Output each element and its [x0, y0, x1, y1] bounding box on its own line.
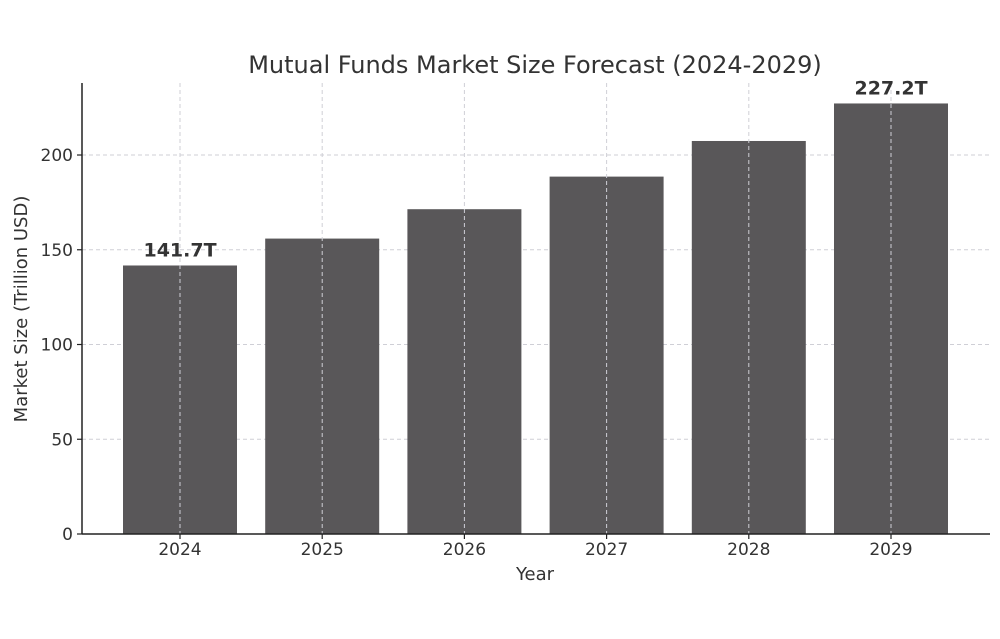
y-tick-label: 0: [62, 525, 73, 545]
x-tick-label: 2029: [869, 540, 912, 560]
x-tick-label: 2028: [727, 540, 770, 560]
y-tick-label: 200: [41, 146, 73, 166]
ticks: 0 50 100 150 200 2024 2025 2026 2027 2028 2029: [41, 146, 913, 560]
x-tick-label: 2026: [443, 540, 486, 560]
y-tick-label: 100: [41, 336, 73, 356]
y-tick-label: 150: [41, 241, 73, 261]
x-tick-label: 2024: [158, 540, 201, 560]
bars: [123, 103, 948, 534]
data-label-2024: 141.7T: [143, 239, 216, 261]
y-tick-label: 50: [51, 430, 73, 450]
chart-title: Mutual Funds Market Size Forecast (2024-…: [248, 51, 822, 79]
x-tick-label: 2025: [301, 540, 344, 560]
y-axis-label: Market Size (Trillion USD): [11, 196, 32, 423]
x-axis-label: Year: [515, 564, 555, 585]
x-tick-label: 2027: [585, 540, 628, 560]
bar-2027: [549, 176, 664, 534]
data-label-2029: 227.2T: [854, 77, 927, 99]
data-labels: 141.7T 227.2T: [143, 77, 927, 261]
axes: [81, 83, 990, 535]
